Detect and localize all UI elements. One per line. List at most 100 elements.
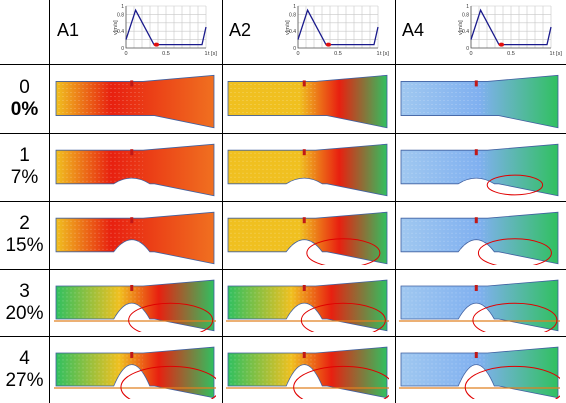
chart-y-tick-label: 1: [293, 4, 296, 10]
chart-y-axis-label: v[m/s]: [458, 20, 464, 35]
flow-field-a4-row-1: [400, 143, 559, 197]
vessel-flow-region: [55, 74, 215, 129]
chart-y-axis-label: v[m/s]: [113, 20, 119, 35]
vessel-flow-region: [227, 211, 388, 265]
chart-x-tick-label: 0.5: [507, 51, 515, 57]
chart-y-tick-label: 1: [466, 4, 469, 10]
vessel-flow-region: [227, 143, 388, 197]
recirculation-zone-ellipse: [120, 365, 216, 399]
chart-y-tick-label: 0.4: [462, 29, 469, 35]
vessel-flow-region: [227, 279, 388, 332]
grid-row-divider: [0, 64, 566, 65]
column-header-a4: A4: [402, 20, 425, 40]
row-label-1: 1 7%: [0, 145, 49, 189]
recirculation-zone-ellipse: [293, 365, 389, 399]
recirculation-zone-ellipse: [464, 365, 560, 399]
vessel-flow-region: [400, 74, 559, 129]
row-index: 1: [19, 145, 30, 166]
chart-y-tick-label: 0.8: [117, 12, 124, 18]
grid-row-divider: [0, 336, 566, 337]
probe-marker: [302, 149, 306, 156]
grid-column-divider: [49, 0, 50, 403]
probe-marker: [130, 80, 134, 87]
chart-y-tick-label: 0: [466, 46, 469, 52]
chart-axes: [125, 6, 206, 49]
time-marker: [153, 42, 160, 47]
flow-field-a1-row-2: [55, 211, 215, 265]
chart-x-axis-label: t [s]: [380, 51, 389, 57]
recirculation-zone-ellipse: [300, 302, 386, 332]
flow-field-a2-row-0: [227, 74, 388, 129]
chart-y-axis-label: v[m/s]: [285, 20, 291, 35]
row-index: 0: [19, 76, 30, 98]
time-marker: [325, 42, 332, 47]
vessel-flow-region: [55, 143, 215, 197]
column-header-a1: A1: [57, 20, 80, 40]
flow-field-a4-row-3: [399, 279, 560, 332]
chart-axes: [297, 6, 378, 49]
flow-field-a2-row-4: [226, 346, 389, 399]
row-stenosis-percent: 27%: [5, 369, 44, 391]
flow-field-a2-row-3: [226, 279, 389, 332]
probe-marker: [474, 351, 478, 358]
probe-marker: [130, 284, 134, 291]
row-label-4: 4 27%: [0, 348, 49, 392]
grid-column-divider: [222, 0, 223, 403]
chart-x-tick-label: 1: [549, 51, 552, 57]
vessel-flow-region: [400, 143, 559, 197]
vessel-flow-region: [55, 211, 215, 265]
recirculation-zone-ellipse: [306, 238, 381, 265]
row-label-2: 2 15%: [0, 213, 49, 257]
chart-y-tick-label: 1: [121, 4, 124, 10]
probe-marker: [130, 351, 134, 358]
chart-x-tick-label: 0.5: [162, 51, 170, 57]
chart-y-tick-label: 0: [121, 46, 124, 52]
row-index: 4: [19, 347, 30, 369]
chart-x-tick-label: 0: [124, 51, 127, 57]
time-marker: [498, 42, 505, 47]
row-index: 3: [19, 280, 30, 302]
chart-y-tick-label: 0.8: [462, 12, 469, 18]
flow-field-a4-row-4: [399, 346, 560, 399]
flow-field-a1-row-4: [54, 346, 216, 399]
flow-field-a1-row-3: [54, 279, 216, 332]
row-stenosis-percent: 0%: [10, 98, 39, 120]
row-label-0: 0 0%: [0, 77, 49, 121]
vessel-flow-region: [400, 211, 559, 265]
chart-y-tick-label: 0.4: [117, 29, 124, 35]
chart-x-tick-label: 1: [376, 51, 379, 57]
recirculation-zone-ellipse: [477, 238, 552, 265]
probe-marker: [130, 217, 134, 224]
grid-row-divider: [0, 269, 566, 270]
row-label-3: 3 20%: [0, 281, 49, 325]
probe-marker: [302, 217, 306, 224]
vessel-flow-region: [227, 74, 388, 129]
grid-column-divider: [395, 0, 396, 403]
recirculation-zone-ellipse: [486, 174, 544, 196]
recirculation-zone-ellipse: [472, 302, 558, 332]
row-stenosis-percent: 20%: [5, 302, 44, 324]
row-stenosis-percent: 15%: [5, 235, 44, 256]
row-index: 2: [19, 213, 30, 234]
chart-y-tick-label: 0: [293, 46, 296, 52]
grid-row-divider: [0, 201, 566, 202]
recirculation-zone-ellipse: [128, 302, 214, 332]
chart-y-tick-label: 0.8: [289, 12, 296, 18]
chart-x-tick-label: 0: [296, 51, 299, 57]
velocity-waveform-chart: 00.40.810 0.5 1 t [s]v[m/s]: [285, 4, 389, 57]
flow-field-a4-row-0: [400, 74, 559, 129]
velocity-waveform-chart: 00.40.810 0.5 1 t [s]v[m/s]: [458, 4, 562, 57]
probe-marker: [302, 351, 306, 358]
grid-row-divider: [0, 133, 566, 134]
flow-field-a4-row-2: [400, 211, 559, 265]
chart-x-axis-label: t [s]: [553, 51, 562, 57]
row-stenosis-percent: 7%: [10, 167, 39, 188]
chart-axes: [470, 6, 551, 49]
column-header-a2: A2: [229, 20, 252, 40]
chart-x-axis-label: t [s]: [208, 51, 217, 57]
flow-field-a1-row-0: [55, 74, 215, 129]
chart-x-tick-label: 1: [204, 51, 207, 57]
probe-marker: [130, 149, 134, 156]
probe-marker: [302, 80, 306, 87]
